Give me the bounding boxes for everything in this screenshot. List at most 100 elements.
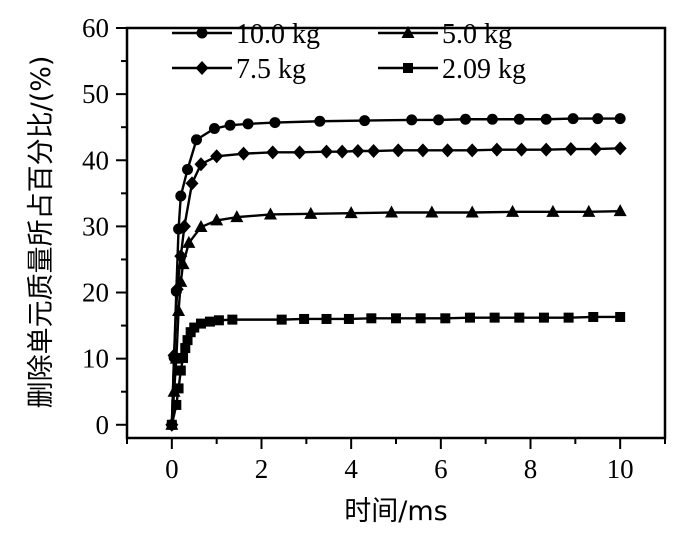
data-point [178,352,189,363]
data-point [173,383,184,394]
data-point [416,143,430,158]
data-point [613,204,627,217]
data-point [514,312,525,323]
series-circle [166,113,626,431]
data-point [391,143,405,158]
data-point [588,311,599,322]
series-line [170,315,621,426]
data-point [263,207,277,220]
data-point [182,235,196,248]
data-point [614,113,626,125]
y-tick-label: 30 [82,211,109,241]
data-point [177,219,191,234]
series-line [170,147,621,425]
data-point [194,220,208,233]
legend-label: 10.0 kg [236,19,320,50]
legend-item: 7.5 kg [172,54,306,85]
legend-label: 5.0 kg [442,19,512,50]
data-point [304,206,318,219]
data-point [546,204,560,217]
x-tick-label: 6 [434,454,448,484]
data-point [515,142,529,157]
data-point [564,142,578,157]
data-point [615,311,626,322]
y-tick-label: 50 [82,79,109,109]
x-tick-label: 10 [607,454,634,484]
x-tick-label: 2 [255,454,269,484]
x-tick-label: 4 [344,454,358,484]
data-point [182,164,194,176]
legend-item: 10.0 kg [172,19,320,50]
data-point [385,205,399,218]
data-point [293,145,307,160]
data-point [415,313,426,324]
data-point [195,318,206,329]
data-point [213,315,224,326]
data-point [465,205,479,218]
legend-item: 5.0 kg [378,19,512,50]
data-point [563,312,574,323]
data-point [224,119,236,131]
data-point [242,118,254,130]
data-point [465,143,479,158]
data-point [314,115,326,127]
data-point [567,113,579,125]
data-point [406,114,418,126]
data-point [320,144,334,159]
legend-label: 2.09 kg [442,54,526,85]
data-point [182,335,193,346]
x-axis-ticks: 0 2 4 6 8 10 [126,438,666,484]
data-point [490,142,504,157]
data-point [210,149,224,164]
data-point [180,343,191,354]
data-point [227,314,238,325]
data-point [359,115,371,127]
data-point [335,144,349,159]
data-point [174,274,188,287]
data-point [172,304,186,317]
series-line [170,117,621,425]
legend: 10.0 kg 7.5 kg 5.0 kg 2.09 kg [172,19,526,85]
data-point [589,142,603,157]
y-tick-label: 20 [82,278,109,308]
series-triangle [165,204,627,430]
data-point [592,113,604,125]
y-tick-label: 0 [96,410,110,440]
y-tick-label: 60 [82,13,109,43]
data-point [367,144,381,158]
y-tick-label: 40 [82,145,109,175]
series-diamond [165,141,627,432]
plot-frame [125,26,667,440]
data-point [176,257,190,270]
legend-label: 7.5 kg [236,54,306,85]
data-point [539,142,553,157]
data-point [441,143,455,158]
x-tick-label: 0 [165,454,179,484]
legend-marker [401,26,415,38]
data-point [538,312,549,323]
y-axis-ticks: 0 10 20 30 40 50 60 [82,13,127,440]
data-point [210,213,224,226]
data-point [166,419,177,430]
x-tick-label: 8 [524,454,538,484]
data-point [175,365,186,376]
data-point [171,399,182,410]
data-point [189,322,200,333]
data-point [506,204,520,217]
data-point [433,114,445,126]
y-axis-title: 删除单元质量所占百分比/(%) [26,56,57,409]
data-point [440,313,451,324]
data-point [208,123,220,135]
y-tick-label: 10 [82,344,109,374]
x-axis-title: 时间/ms [344,496,447,527]
data-point [344,206,358,219]
legend-item: 2.09 kg [378,54,526,85]
data-point [204,316,215,327]
data-point [175,190,187,202]
data-point [276,314,287,325]
legend-marker [403,63,413,73]
data-point [190,134,202,146]
legend-marker [196,27,208,39]
data-point [425,205,439,218]
